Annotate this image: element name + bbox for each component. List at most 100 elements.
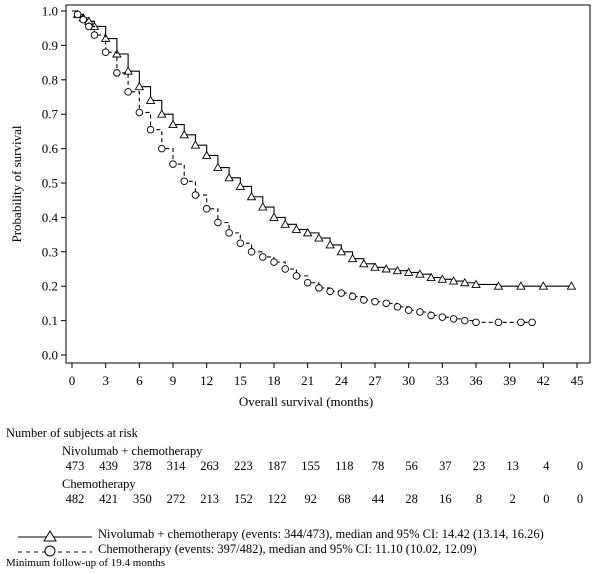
censor-marker-triangle [370, 262, 380, 271]
censor-marker-triangle [538, 281, 549, 290]
risk-count: 213 [200, 492, 220, 506]
censor-marker-circle [236, 239, 245, 247]
risk-count: 378 [132, 459, 152, 473]
censor-marker-triangle [258, 202, 268, 211]
x-tick-label: 3 [102, 373, 109, 388]
risk-count: 28 [405, 492, 418, 506]
risk-count: 122 [267, 492, 287, 506]
x-axis: 0 3 6 9 12 15 18 21 24 27 30 33 36 39 42 45 [69, 363, 584, 388]
risk-count: 0 [576, 492, 584, 506]
censor-marker-circle [472, 318, 480, 327]
risk-count: 187 [267, 459, 287, 473]
censor-marker-triangle [179, 129, 189, 139]
censor-marker-triangle [190, 140, 201, 149]
censor-marker-circle [393, 303, 402, 311]
censor-marker-circle [124, 88, 132, 96]
censor-marker-circle [528, 318, 536, 327]
y-tick-label: 0.9 [42, 38, 58, 53]
km-chart: 0.00.10.20.30.40.50.60.70.80.91.0 0 3 6 9 12… [9, 4, 591, 409]
censor-marker-circle [416, 308, 424, 316]
censor-marker-triangle [460, 277, 470, 287]
censor-marker-circle [191, 191, 200, 199]
censor-marker-triangle [426, 272, 436, 282]
censor-marker-circle [158, 144, 166, 153]
censor-marker-triangle [471, 279, 481, 288]
y-tick-label: 1.0 [42, 4, 58, 19]
risk-count: 482 [65, 492, 85, 506]
x-tick-label: 18 [268, 373, 281, 388]
censor-marker-circle [337, 289, 346, 297]
x-tick-label: 6 [136, 373, 143, 388]
series-layer [72, 9, 577, 327]
y-axis: 0.0 0.1 0.2 0.3 0.4 0.5 0.6 0.7 0.8 0.9 1.0 [42, 4, 66, 363]
x-tick-label: 27 [369, 373, 383, 388]
censor-marker-circle [404, 306, 413, 315]
censor-marker-circle [292, 272, 301, 280]
censor-marker-triangle [347, 253, 358, 263]
y-tick-label: 0.4 [42, 210, 59, 225]
censor-marker-circle [146, 125, 155, 134]
risk-count: 92 [304, 492, 317, 506]
censor-marker-triangle [291, 224, 302, 233]
series-line-nivolumab [72, 10, 572, 287]
censor-marker-circle [438, 313, 447, 321]
censor-marker-circle [494, 318, 503, 327]
risk-count: 223 [233, 459, 253, 473]
series-line-chemotherapy [72, 10, 533, 323]
risk-count: 0 [576, 459, 584, 473]
censor-marker-triangle [325, 240, 335, 249]
censor-marker-triangle [213, 162, 223, 171]
x-tick-label: 36 [470, 373, 484, 388]
x-tick-label: 42 [537, 373, 550, 388]
y-tick-label: 0.5 [42, 176, 58, 191]
x-tick-label: 33 [436, 373, 449, 388]
censor-marker-circle [427, 311, 435, 320]
censor-marker-triangle [359, 258, 369, 268]
risk-group-label: Nivolumab + chemotherapy [62, 444, 203, 458]
risk-count: 118 [335, 459, 354, 473]
censor-marker-circle [517, 318, 525, 327]
censor-marker-triangle [566, 281, 577, 290]
risk-count: 68 [338, 492, 351, 506]
risk-count: 78 [371, 459, 385, 473]
censor-marker-triangle [134, 81, 145, 91]
y-tick-label: 0.0 [42, 348, 58, 363]
censor-marker-triangle [302, 227, 313, 237]
censor-marker-circle [449, 315, 458, 323]
y-tick-label: 0.6 [42, 141, 59, 156]
censor-marker-triangle [246, 191, 257, 201]
risk-count: 473 [65, 459, 85, 473]
x-tick-label: 30 [402, 373, 415, 388]
risk-count: 13 [506, 459, 519, 473]
censor-marker-triangle [314, 233, 324, 242]
censor-marker-triangle [403, 267, 414, 276]
risk-count: 8 [475, 492, 483, 506]
x-tick-label: 39 [503, 373, 516, 388]
censor-marker-triangle [280, 219, 290, 228]
y-tick-label: 0.1 [42, 313, 58, 328]
censor-marker-circle [270, 258, 278, 266]
censor-marker-triangle [235, 181, 246, 190]
censor-marker-circle [180, 177, 188, 186]
risk-count: 439 [99, 459, 119, 473]
censor-marker-circle [101, 48, 110, 57]
censor-marker-circle [303, 279, 312, 287]
censor-marker-circle [259, 253, 267, 261]
censor-marker-circle [113, 69, 121, 77]
censor-marker-circle [202, 205, 211, 213]
censor-marker-circle [135, 108, 144, 117]
x-tick-label: 45 [571, 373, 584, 388]
risk-count: 350 [132, 492, 152, 506]
censor-marker-circle [360, 296, 368, 304]
censor-marker-triangle [224, 172, 234, 182]
risk-count: 37 [439, 459, 452, 473]
risk-count: 263 [200, 459, 220, 473]
censor-marker-triangle [437, 274, 448, 283]
risk-count: 152 [233, 492, 253, 506]
legend-symbol-dashed-circle [18, 545, 92, 557]
risk-count: 0 [543, 492, 550, 506]
censor-marker-circle [169, 160, 177, 168]
legend-entry-nivolumab: Nivolumab + chemotherapy (events: 344/47… [98, 527, 544, 541]
censor-marker-triangle [145, 95, 156, 104]
censor-marker-circle [90, 31, 99, 39]
